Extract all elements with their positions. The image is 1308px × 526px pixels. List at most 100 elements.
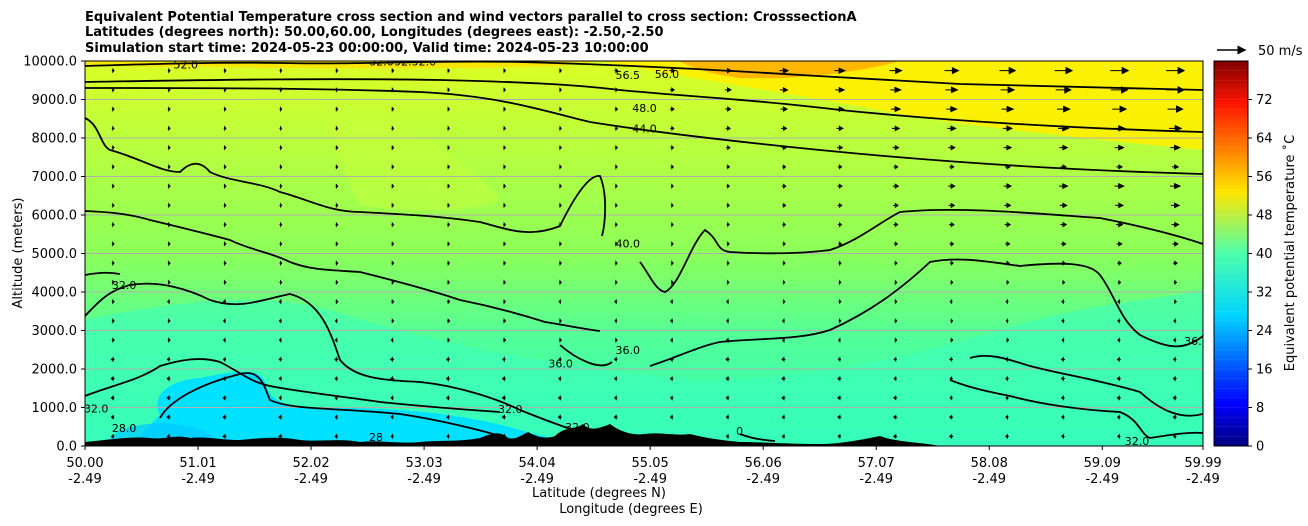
wind-vector bbox=[893, 241, 899, 247]
wind-vector bbox=[949, 298, 953, 305]
wind-vector bbox=[1117, 433, 1121, 440]
contour-lines bbox=[85, 61, 1203, 442]
wind-vector bbox=[503, 67, 507, 74]
wind-vector bbox=[834, 67, 847, 74]
wind-vector bbox=[447, 125, 451, 132]
wind-vector bbox=[670, 241, 674, 247]
wind-vector bbox=[334, 337, 338, 343]
wind-vector bbox=[670, 318, 674, 324]
contour-label-text: 32.0 bbox=[498, 403, 523, 416]
wind-vector bbox=[334, 375, 338, 382]
y-tick-label: 4000.0 bbox=[32, 286, 78, 301]
wind-vector bbox=[447, 106, 451, 113]
wind-vector bbox=[447, 202, 451, 209]
wind-vector bbox=[1172, 241, 1179, 247]
wind-vector bbox=[614, 106, 619, 112]
wind-vector bbox=[614, 221, 618, 228]
wind-vector bbox=[111, 106, 115, 113]
wind-vector bbox=[891, 125, 901, 132]
colorbar-tick-label: 48 bbox=[1256, 209, 1273, 224]
wind-vector bbox=[949, 395, 953, 401]
contour-label: 0 bbox=[736, 425, 743, 438]
wind-vector bbox=[391, 202, 395, 209]
y-tick-label: 5000.0 bbox=[32, 247, 78, 262]
wind-vector bbox=[950, 318, 954, 324]
contour-label-text: 52.52.0 bbox=[394, 56, 436, 69]
wind-vector bbox=[838, 279, 842, 286]
wind-vector bbox=[1174, 298, 1177, 305]
wind-vector bbox=[279, 125, 283, 132]
wind-vector bbox=[111, 318, 115, 324]
wind-vector bbox=[447, 298, 451, 305]
wind-vector bbox=[334, 414, 338, 420]
wind-vector bbox=[445, 375, 451, 382]
wind-vector bbox=[111, 202, 115, 209]
x-tick-label-lat: 53.03 bbox=[405, 456, 442, 471]
wind-vector bbox=[614, 125, 619, 132]
contour-28 bbox=[159, 372, 501, 437]
wind-vector bbox=[391, 221, 395, 228]
wind-vector bbox=[779, 67, 790, 74]
wind-vector bbox=[835, 86, 846, 93]
chart-title: Equivalent Potential Temperature cross s… bbox=[85, 10, 857, 56]
contour-label-text: 32.0 bbox=[1125, 435, 1150, 448]
wind-vector bbox=[1172, 433, 1177, 440]
wind-vector bbox=[1116, 241, 1123, 247]
wind-vector bbox=[390, 433, 394, 440]
plot-area: 52.0 52.0 52.52.056.5 56.048.044.040.032.03… bbox=[85, 56, 1203, 448]
wind-vector bbox=[1172, 395, 1177, 401]
wind-vector bbox=[1166, 86, 1186, 94]
wind-vector bbox=[223, 87, 227, 93]
wind-vector bbox=[670, 202, 674, 209]
contour-label: 56.0 bbox=[655, 68, 680, 81]
wind-vector bbox=[945, 86, 959, 94]
contour-label: 48.0 bbox=[632, 102, 657, 115]
contour-36-mid bbox=[559, 344, 613, 367]
wind-vector bbox=[1061, 260, 1066, 266]
wind-vector bbox=[503, 202, 507, 209]
wind-vector bbox=[1117, 279, 1122, 286]
wind-vector bbox=[837, 375, 842, 382]
wind-vector bbox=[278, 318, 282, 324]
contour-36-west bbox=[85, 210, 601, 332]
contour-32-east-low bbox=[949, 379, 1203, 439]
wind-vector bbox=[279, 279, 283, 286]
wind-vector bbox=[1173, 279, 1178, 286]
wind-vector bbox=[947, 125, 957, 132]
wind-vector bbox=[670, 337, 674, 343]
wind-vector bbox=[893, 395, 898, 401]
wind-vector bbox=[837, 164, 843, 170]
contour-44 bbox=[85, 87, 1203, 175]
wind-vector bbox=[110, 356, 115, 363]
wind-vector bbox=[780, 106, 789, 112]
wind-vector bbox=[725, 433, 730, 440]
hot-region bbox=[680, 61, 900, 79]
wind-vector bbox=[1110, 86, 1129, 94]
wind-vector bbox=[949, 241, 955, 247]
wind-vector bbox=[614, 183, 618, 190]
y-tick-label: 3000.0 bbox=[32, 324, 78, 339]
wind-vector bbox=[782, 279, 786, 286]
wind-vector bbox=[223, 144, 227, 151]
wind-vector bbox=[893, 202, 899, 209]
wind-vector bbox=[893, 356, 897, 363]
wind-vector bbox=[614, 337, 618, 344]
x-tick-label-lat: 57.07 bbox=[858, 456, 895, 471]
wind-vector bbox=[557, 414, 562, 420]
contour-label: 28.0 bbox=[112, 422, 137, 435]
contour-32-east bbox=[969, 354, 1203, 417]
wind-vector bbox=[167, 67, 171, 74]
wind-vector bbox=[222, 298, 226, 305]
wind-vector bbox=[391, 144, 395, 151]
contour-label: 36.0 bbox=[548, 357, 573, 370]
wind-vector bbox=[725, 375, 730, 382]
wind-vector bbox=[1170, 144, 1181, 151]
wind-vector bbox=[223, 260, 227, 266]
wind-vector bbox=[222, 395, 227, 401]
wind-vector bbox=[949, 164, 955, 170]
wind-vector bbox=[614, 87, 619, 93]
wind-vector bbox=[110, 395, 115, 401]
wind-vector bbox=[279, 221, 283, 228]
wind-vector bbox=[1004, 202, 1012, 209]
